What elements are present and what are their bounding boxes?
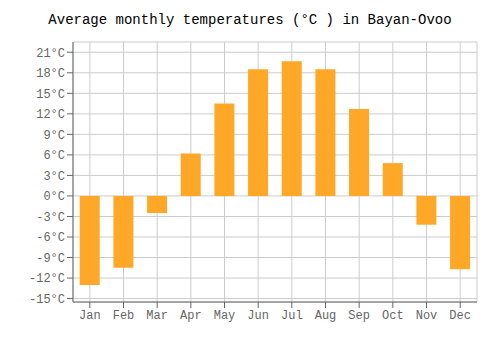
svg-text:Oct: Oct [382,309,404,323]
svg-text:Apr: Apr [180,309,202,323]
html-text:Average monthly temperatures (: Average monthly temperatures (°C ) in Ba… [48,12,452,28]
svg-text:Sep: Sep [348,309,370,323]
svg-text:-9°C: -9°C [36,252,65,266]
svg-text:-12°C: -12°C [29,272,65,286]
svg-text:Aug: Aug [315,309,337,323]
svg-text:Feb: Feb [113,309,135,323]
svg-text:-3°C: -3°C [36,211,65,225]
svg-text:9°C: 9°C [43,129,65,143]
svg-text:-15°C: -15°C [29,293,65,307]
svg-text:12°C: 12°C [36,108,65,122]
svg-text:Jun: Jun [247,309,269,323]
svg-text:Jul: Jul [281,309,303,323]
svg-text:Dec: Dec [449,309,471,323]
svg-text:21°C: 21°C [36,47,65,61]
svg-text:3°C: 3°C [43,170,65,184]
svg-text:15°C: 15°C [36,88,65,102]
svg-text:0°C: 0°C [43,190,65,204]
svg-text:6°C: 6°C [43,149,65,163]
svg-text:-6°C: -6°C [36,231,65,245]
svg-text:Mar: Mar [146,309,168,323]
svg-text:Nov: Nov [416,309,438,323]
svg-text:18°C: 18°C [36,67,65,81]
svg-text:Jan: Jan [79,309,101,323]
svg-text:May: May [214,309,236,323]
